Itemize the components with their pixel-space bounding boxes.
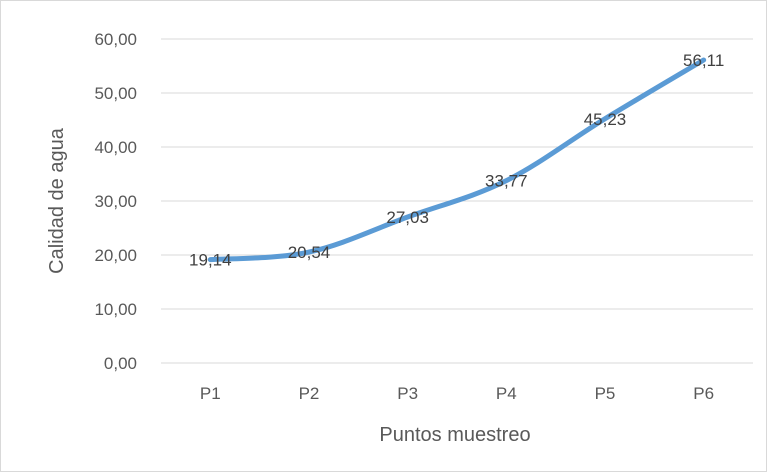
data-label: 27,03 [386, 208, 429, 227]
y-tick-label: 50,00 [94, 84, 137, 103]
gridlines [161, 38, 753, 364]
x-tick-label: P5 [595, 384, 616, 403]
data-label: 56,11 [683, 51, 724, 70]
y-axis-ticks: 0,00 10,00 20,00 30,00 40,00 50,00 60,00 [94, 30, 137, 373]
x-tick-label: P4 [496, 384, 517, 403]
y-tick-label: 10,00 [94, 300, 137, 319]
series-line [207, 57, 707, 263]
y-tick-label: 60,00 [94, 30, 137, 49]
data-label: 45,23 [584, 110, 627, 129]
x-tick-label: P2 [299, 384, 320, 403]
y-axis-title: Calidad de agua [46, 127, 68, 274]
y-tick-label: 20,00 [94, 246, 137, 265]
data-label: 33,77 [485, 172, 528, 191]
data-label: 20,54 [288, 243, 331, 262]
x-tick-label: P3 [397, 384, 418, 403]
x-axis-ticks: P1 P2 P3 P4 P5 P6 [200, 384, 714, 403]
x-axis-title: Puntos muestreo [379, 424, 530, 446]
data-labels: 19,14 20,54 27,03 33,77 45,23 56,11 [189, 51, 724, 270]
data-label: 19,14 [189, 251, 232, 270]
y-tick-label: 30,00 [94, 192, 137, 211]
y-tick-label: 40,00 [94, 138, 137, 157]
y-tick-label: 0,00 [104, 354, 137, 373]
x-tick-label: P6 [693, 384, 714, 403]
x-tick-label: P1 [200, 384, 221, 403]
